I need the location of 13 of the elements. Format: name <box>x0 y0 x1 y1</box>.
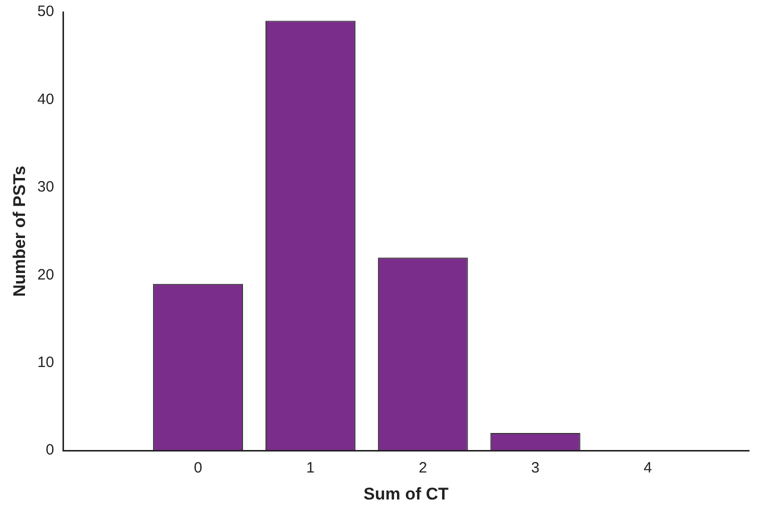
x-tick-label: 0 <box>194 460 202 477</box>
y-tick-label: 40 <box>37 90 54 108</box>
y-tick-label: 0 <box>46 442 54 459</box>
y-tick-label: 50 <box>37 3 54 20</box>
x-axis-title: Sum of CT <box>364 484 450 504</box>
x-tick-label: 3 <box>531 460 540 477</box>
y-axis-title: Number of PSTs <box>10 166 29 297</box>
y-tick-label: 30 <box>37 178 54 196</box>
y-tick-label: 20 <box>37 266 54 284</box>
y-tick-label: 10 <box>37 354 54 372</box>
x-tick-label: 2 <box>418 460 428 477</box>
x-tick-label: 1 <box>306 460 315 477</box>
x-tick-label: 4 <box>644 460 652 477</box>
